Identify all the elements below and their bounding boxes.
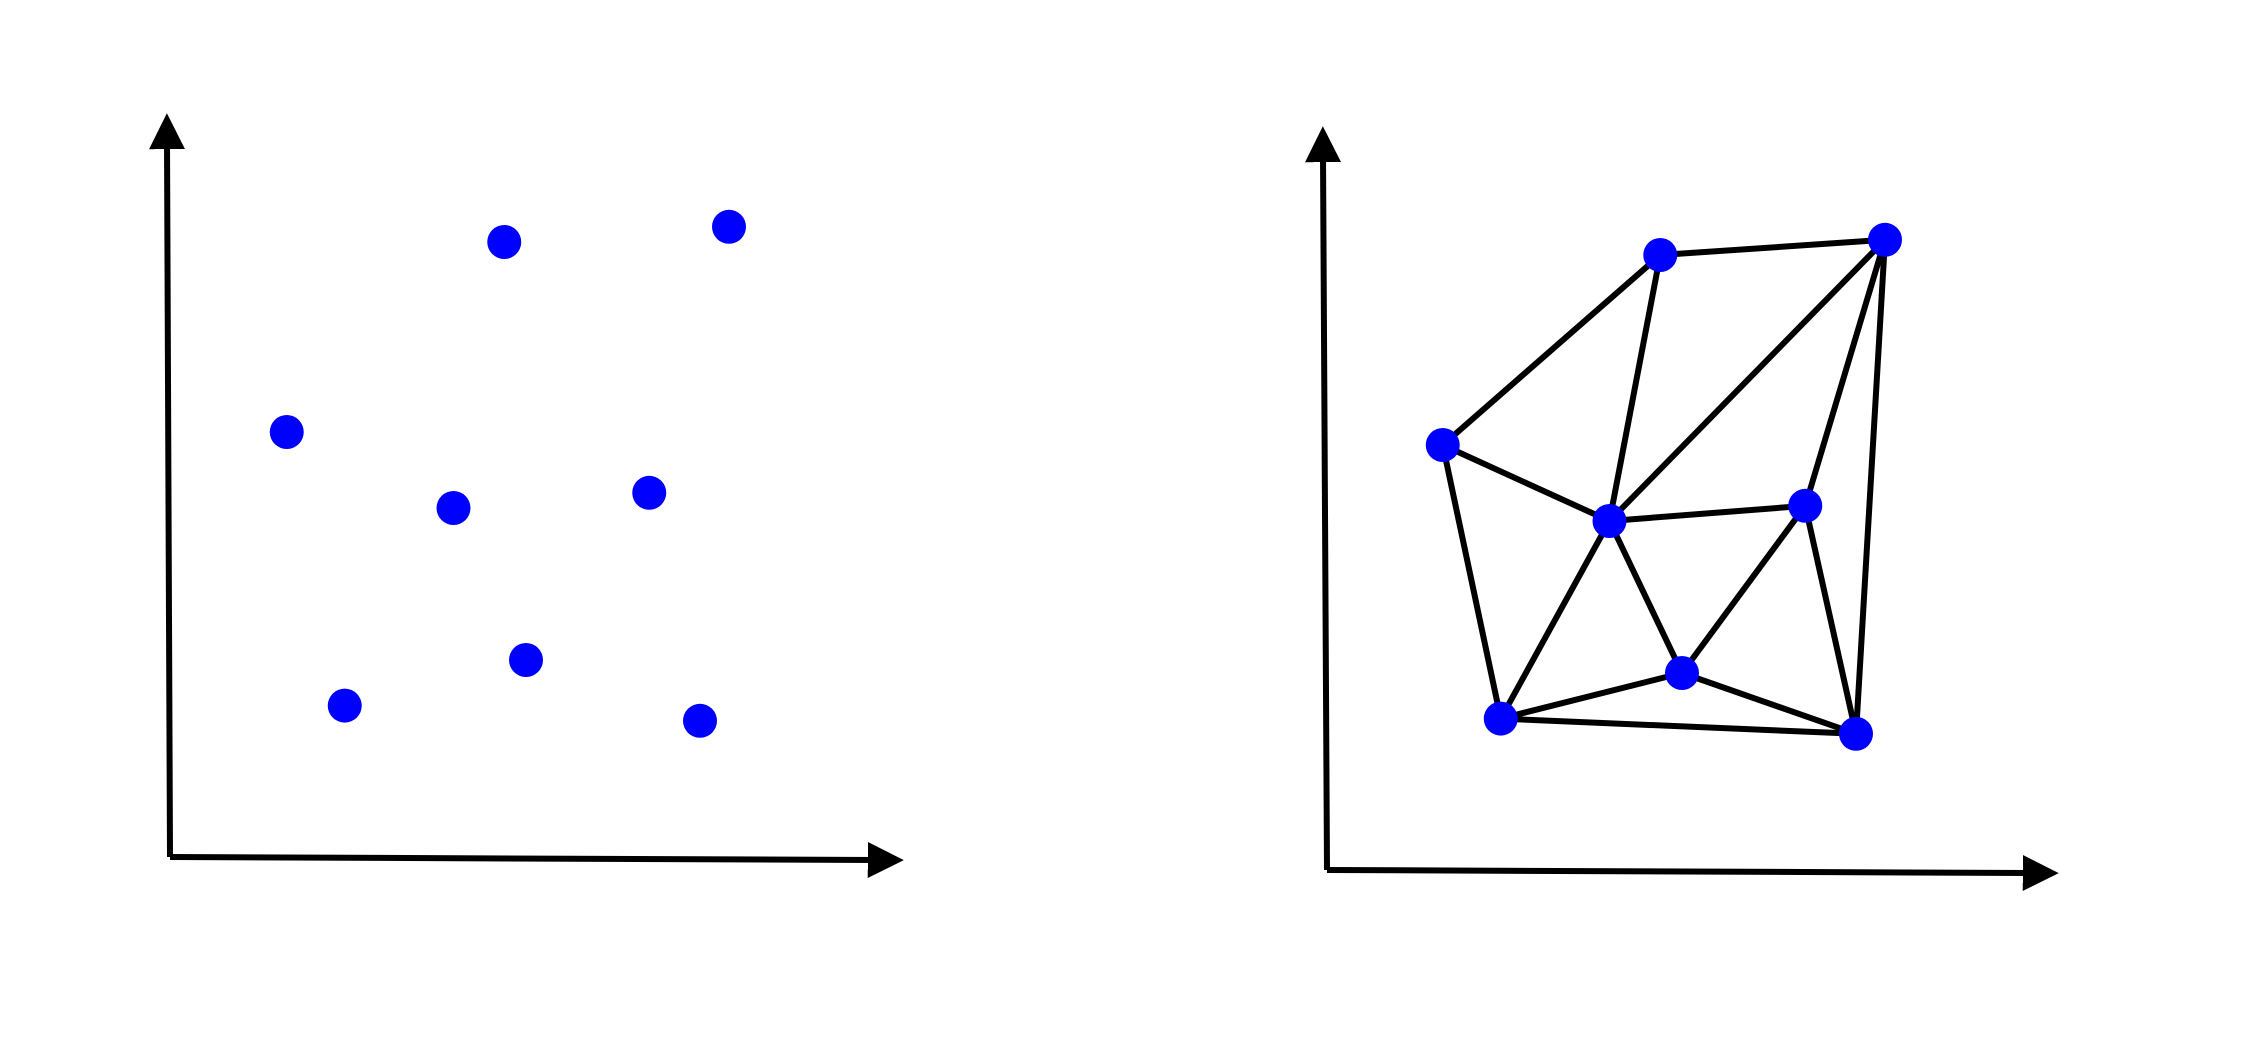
- point-p3: [1425, 428, 1460, 462]
- edge-p5-p6: [1679, 504, 1808, 675]
- edge-p1-p2: [1660, 236, 1886, 258]
- point-p6: [509, 643, 543, 677]
- point-p2: [1868, 222, 1902, 257]
- edge-p6-p8: [1681, 670, 1857, 737]
- edge-p4-p6: [1606, 519, 1685, 675]
- edge-p2-p8: [1853, 239, 1888, 734]
- edge-p1-p4: [1606, 254, 1664, 522]
- point-p1: [1643, 238, 1678, 272]
- point-p8: [683, 703, 717, 738]
- triangulation-edges: [1439, 236, 1888, 737]
- scatter-panel: [149, 113, 904, 878]
- point-p7: [1483, 701, 1518, 736]
- triangulation-y-axis: [1305, 126, 1342, 871]
- point-p8: [1839, 716, 1873, 751]
- edge-p7-p8: [1500, 715, 1857, 737]
- edge-p4-p7: [1498, 519, 1613, 721]
- edge-p1-p3: [1440, 252, 1663, 448]
- edge-p2-p5: [1802, 238, 1888, 507]
- point-p6: [1665, 656, 1699, 690]
- edge-p3-p4: [1441, 442, 1611, 524]
- edge-p5-p8: [1802, 505, 1859, 735]
- point-p4: [1592, 504, 1627, 538]
- scatter-x-axis: [169, 841, 904, 878]
- point-p2: [712, 209, 746, 244]
- edge-p6-p7: [1500, 670, 1683, 722]
- point-p7: [327, 688, 362, 723]
- triangulation-panel: [1305, 126, 2059, 891]
- point-p3: [269, 415, 304, 449]
- point-p5: [1788, 488, 1823, 523]
- point-p5: [632, 475, 667, 510]
- edge-p4-p5: [1609, 502, 1806, 524]
- triangulation-x-axis: [1326, 854, 2059, 891]
- point-p1: [487, 225, 522, 259]
- triangulation-points: [1425, 222, 1902, 751]
- edge-p3-p7: [1439, 444, 1504, 720]
- point-p4: [436, 491, 471, 525]
- scatter-y-axis: [149, 113, 186, 858]
- scatter-points: [269, 209, 746, 738]
- edge-p2-p4: [1607, 237, 1888, 524]
